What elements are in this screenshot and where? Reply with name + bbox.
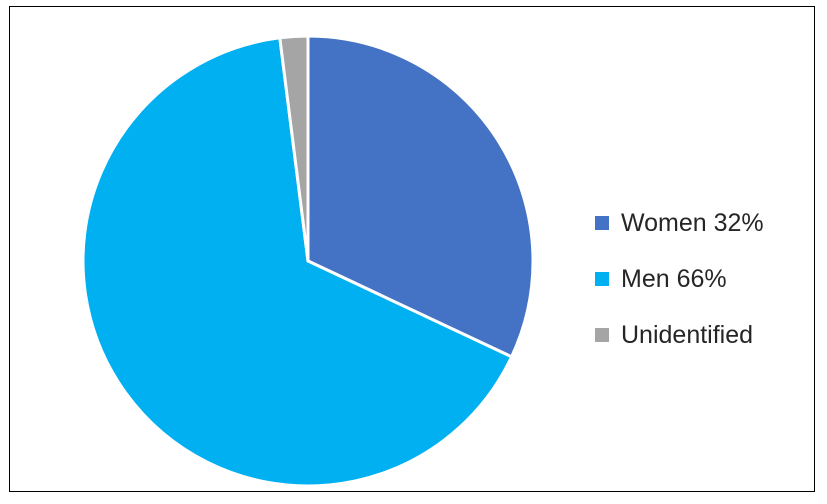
- legend-label-women: Women 32%: [621, 208, 764, 237]
- pie-slice-women: [306, 34, 535, 359]
- legend-swatch-women: [595, 216, 609, 230]
- legend-item-unidentified: Unidentified: [595, 307, 764, 363]
- legend-item-men: Men 66%: [595, 251, 764, 307]
- legend-label-men: Men 66%: [621, 264, 727, 293]
- legend-swatch-unidentified: [595, 328, 609, 342]
- pie-chart: [81, 34, 535, 488]
- legend-swatch-men: [595, 272, 609, 286]
- chart-frame: Women 32% Men 66% Unidentified: [9, 6, 815, 492]
- pie-slice-men: [81, 36, 514, 488]
- legend-label-unidentified: Unidentified: [621, 320, 754, 349]
- legend-item-women: Women 32%: [595, 195, 764, 251]
- pie-slice-unidentified: [278, 34, 310, 263]
- chart-legend: Women 32% Men 66% Unidentified: [595, 195, 764, 363]
